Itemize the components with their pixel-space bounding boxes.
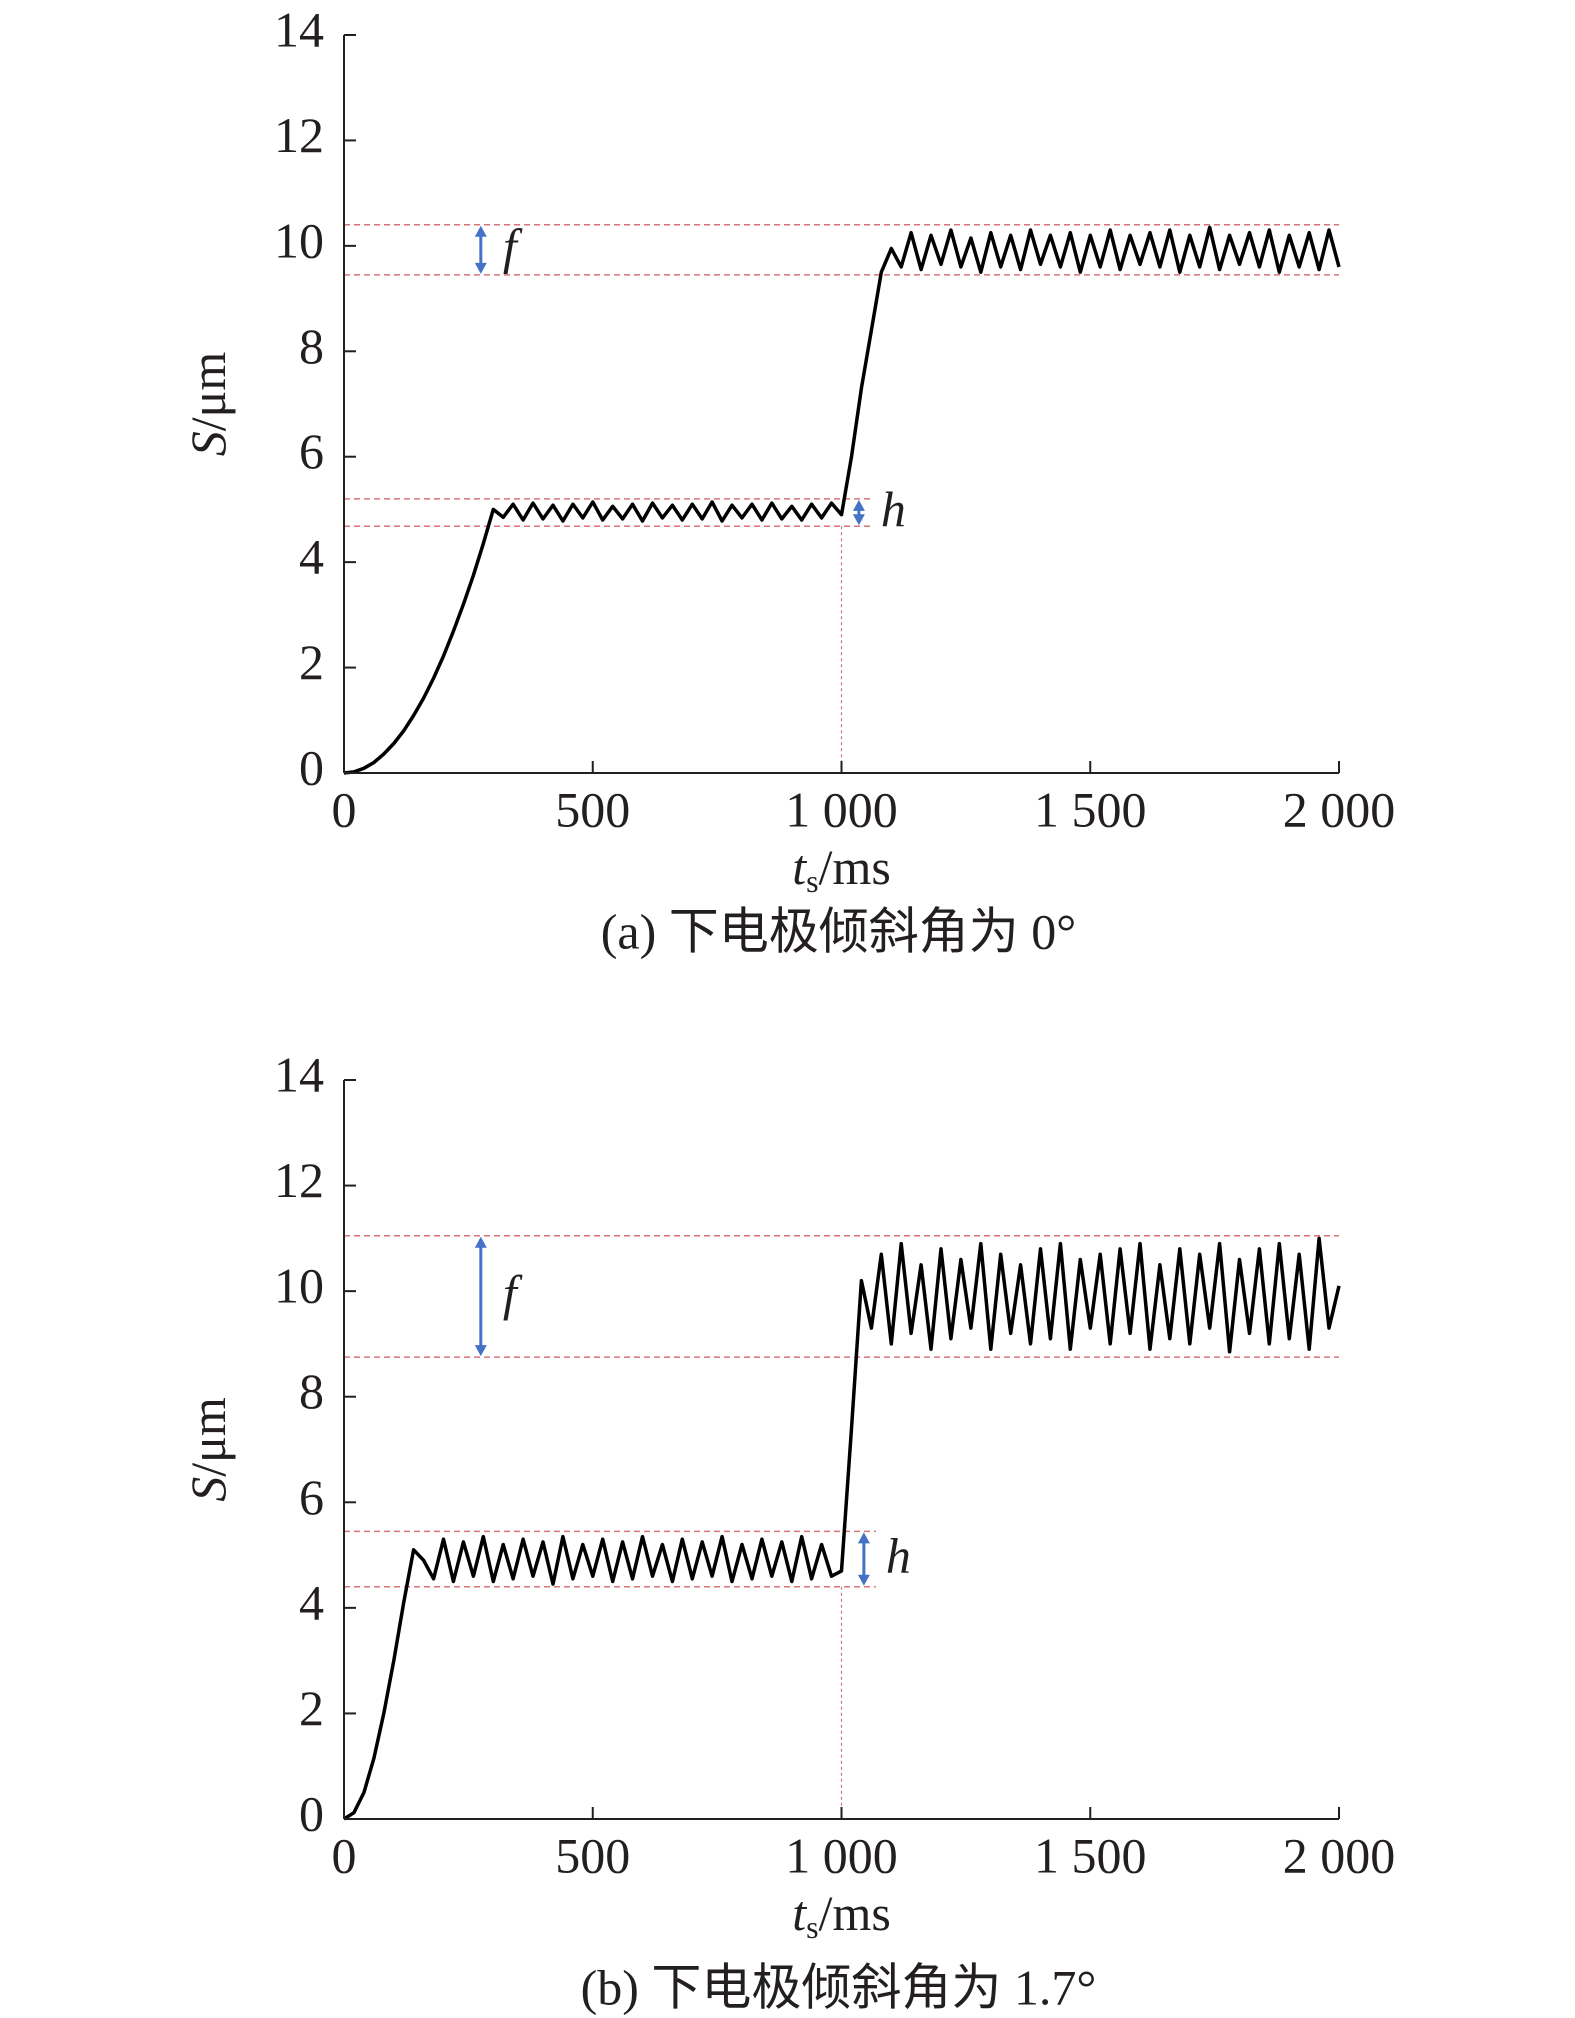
x-title-unit: /ms [819,839,891,895]
y-title-main: S [180,1477,236,1502]
arrow-head [857,1532,870,1544]
y-tick-label: 2 [299,634,324,690]
y-tick-label: 2 [299,1680,324,1736]
annotation-label: f [503,1265,523,1321]
y-tick-label: 0 [299,1785,324,1841]
x-tick-label: 500 [555,781,630,837]
x-axis-title: ts/ms [792,839,891,899]
y-tick-label: 14 [274,1,324,57]
x-tick-label: 1 500 [1034,1827,1147,1883]
x-tick-label: 0 [332,1827,357,1883]
x-title-main: t [792,839,807,895]
x-tick-label: 500 [555,1827,630,1883]
x-tick-label: 0 [332,781,357,837]
arrow-head [474,1236,487,1248]
x-tick-label: 2 000 [1283,781,1396,837]
x-title-sub: s [806,863,818,899]
y-tick-label: 4 [299,529,324,585]
arrow-head [852,499,865,511]
y-tick-label: 14 [274,1046,324,1102]
x-title-main: t [792,1885,807,1941]
y-tick-label: 12 [274,107,324,163]
y-tick-label: 8 [299,318,324,374]
data-line [343,225,1341,775]
y-tick-label: 8 [299,1363,324,1419]
y-tick-label: 6 [299,1469,324,1525]
arrow-head [474,225,487,237]
arrow-head [857,1574,870,1586]
x-tick-label: 2 000 [1283,1827,1396,1883]
x-tick-label: 1 000 [785,1827,898,1883]
y-axis-title: S/μm [180,1397,236,1502]
y-axis-title: S/μm [180,352,236,457]
y-tick-label: 10 [274,1258,324,1314]
y-tick-label: 10 [274,212,324,268]
y-tick-label: 0 [299,739,324,795]
y-tick-label: 4 [299,1574,324,1630]
x-tick-label: 1 500 [1034,781,1147,837]
x-axis-title: ts/ms [792,1885,891,1945]
y-title-unit: /μm [180,352,236,432]
y-tick-label: 12 [274,1152,324,1208]
y-title-main: S [180,431,236,456]
annotation-label: f [503,218,523,274]
x-tick-label: 1 000 [785,781,898,837]
caption: (b) 下电极倾斜角为 1.7° [581,1959,1097,2015]
x-title-unit: /ms [819,1885,891,1941]
annotation-label: h [886,1527,911,1583]
annotation-label: h [881,481,906,537]
arrow-head [474,1345,487,1357]
arrow-head [852,514,865,526]
x-title-sub: s [806,1909,818,1945]
caption: (a) 下电极倾斜角为 0° [601,903,1077,959]
y-tick-label: 6 [299,423,324,479]
data-line [343,1236,1341,1821]
y-title-unit: /μm [180,1397,236,1477]
arrow-head [474,262,487,274]
